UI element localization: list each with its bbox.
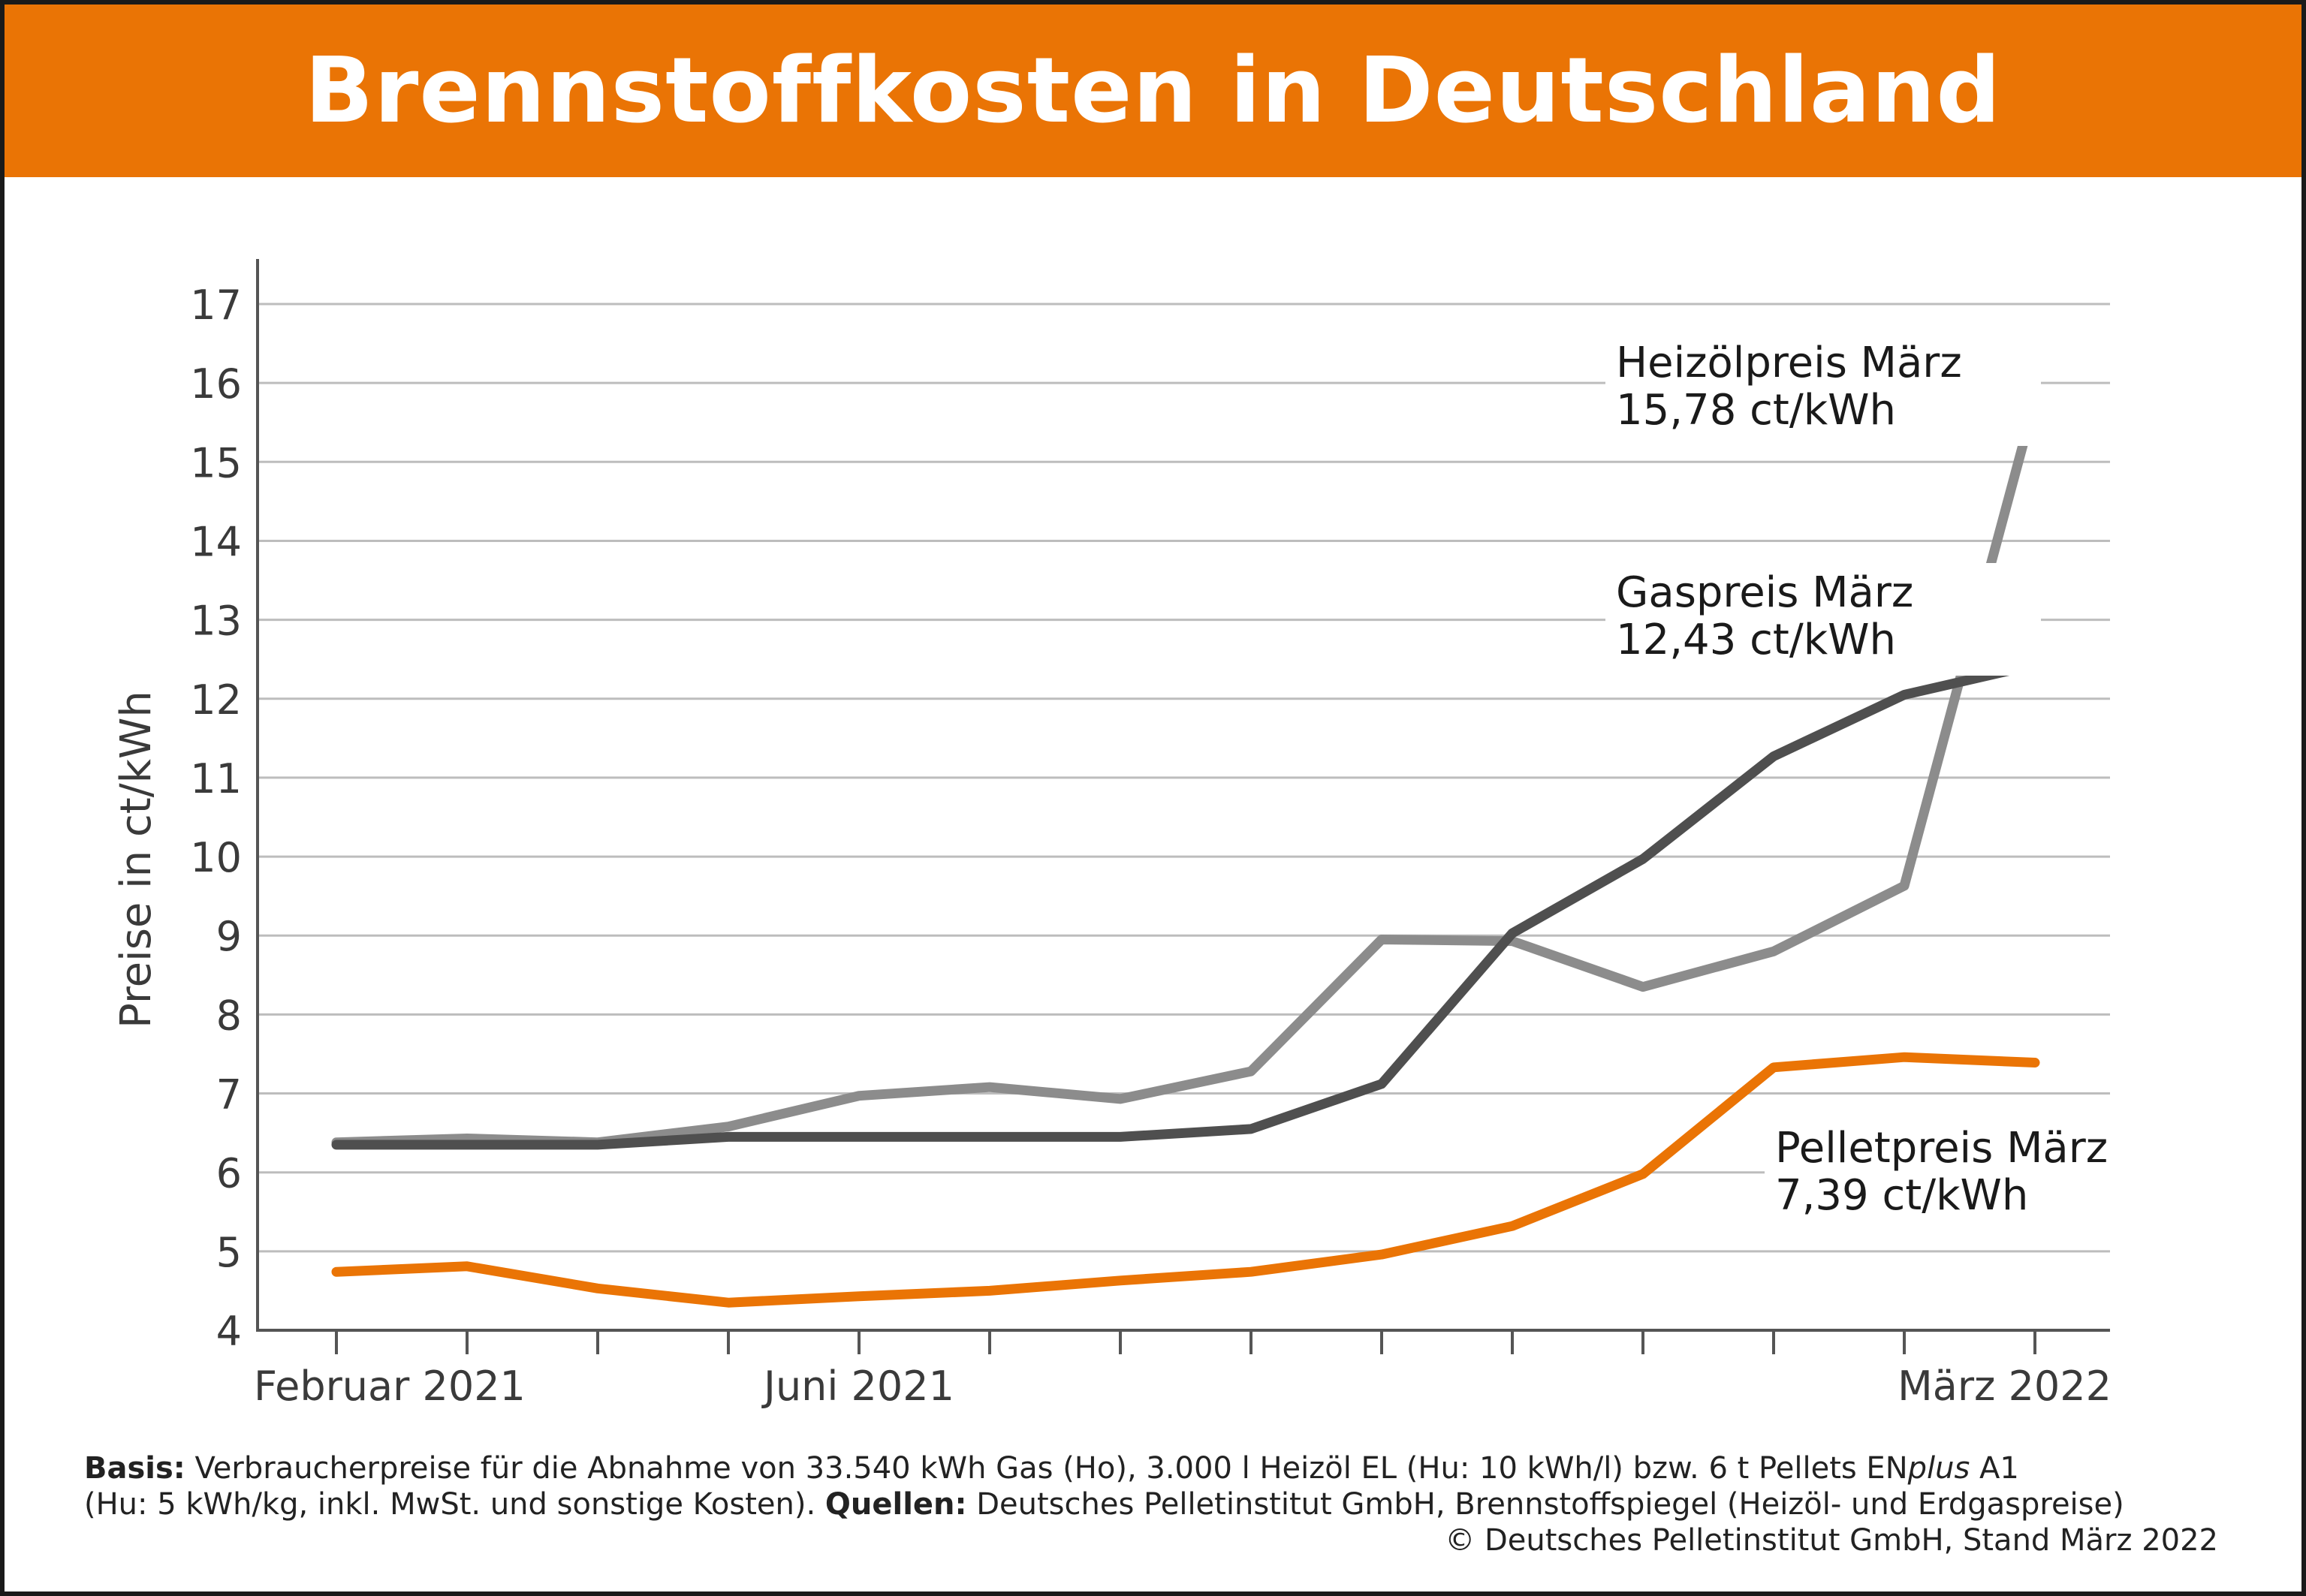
title-banner: Brennstoffkosten in Deutschland: [5, 5, 2301, 177]
enplus-italic: plus: [1907, 1451, 1970, 1486]
series-line-pellet: [331, 1052, 2040, 1308]
annotation-background: [1765, 1119, 2200, 1231]
annotation-background: [1605, 333, 2041, 446]
y-tick-label: 9: [216, 913, 242, 960]
y-tick-label: 10: [190, 834, 242, 881]
y-tick-label: 11: [190, 755, 242, 803]
footnote: Basis: Verbraucherpreise für die Abnahme…: [84, 1450, 2218, 1558]
y-tick-label: 4: [216, 1308, 242, 1355]
y-tick-label: 6: [216, 1150, 242, 1197]
annotation-background: [1605, 563, 2041, 676]
sources-text: Deutsches Pelletinstitut GmbH, Brennstof…: [966, 1487, 2124, 1522]
chart-title: Brennstoffkosten in Deutschland: [304, 38, 2002, 143]
annotation-heizoel-title: Heizölpreis März: [1616, 339, 1962, 387]
footnote-line-1: Basis: Verbraucherpreise für die Abnahme…: [84, 1450, 2218, 1486]
grid-lines: [258, 303, 2110, 1253]
x-tick-label: März 2022: [1898, 1363, 2112, 1410]
y-tick-label: 8: [216, 992, 242, 1039]
y-tick-label: 17: [190, 282, 242, 329]
series-lines: [331, 395, 2040, 1308]
x-tick-label: Februar 2021: [254, 1363, 526, 1410]
annotation-gas-title: Gaspreis März: [1616, 568, 1913, 617]
y-tick-label: 13: [190, 598, 242, 645]
axes: [256, 259, 2110, 1354]
footnote-line-2: (Hu: 5 kWh/kg, inkl. MwSt. und sonstige …: [84, 1486, 2218, 1522]
copyright: © Deutsches Pelletinstitut GmbH, Stand M…: [1445, 1523, 2218, 1558]
x-tick-label: Juni 2021: [761, 1363, 954, 1410]
series-line-heizoel: [331, 395, 2040, 1148]
sources-label: Quellen:: [824, 1487, 967, 1522]
y-tick-label: 7: [216, 1071, 242, 1119]
line2-text: (Hu: 5 kWh/kg, inkl. MwSt. und sonstige …: [84, 1487, 825, 1522]
y-tick-label: 15: [190, 439, 242, 486]
annotation-heizoel-value: 15,78 ct/kWh: [1616, 386, 1896, 435]
basis-text-end: A1: [1970, 1451, 2019, 1486]
y-axis-label: Preise in ct/kWh: [112, 691, 161, 1028]
tick-labels: 4 5 6 7 8 9 10 11 12 13 14 15 16 17 Februar 2021 Juni 2…: [112, 282, 2112, 1410]
y-tick-label: 16: [190, 360, 242, 408]
annotation-pellet-title: Pelletpreis März: [1775, 1124, 2108, 1173]
y-tick-label: 12: [190, 676, 242, 724]
series-line-gas: [331, 660, 2040, 1150]
y-tick-label: 14: [190, 518, 242, 565]
annotation-pellet-value: 7,39 ct/kWh: [1775, 1171, 2028, 1220]
basis-label: Basis:: [84, 1451, 185, 1486]
annotation-gas-value: 12,43 ct/kWh: [1616, 616, 1896, 664]
y-tick-label: 5: [216, 1229, 242, 1276]
basis-text: Verbraucherpreise für die Abnahme von 33…: [185, 1451, 1908, 1486]
